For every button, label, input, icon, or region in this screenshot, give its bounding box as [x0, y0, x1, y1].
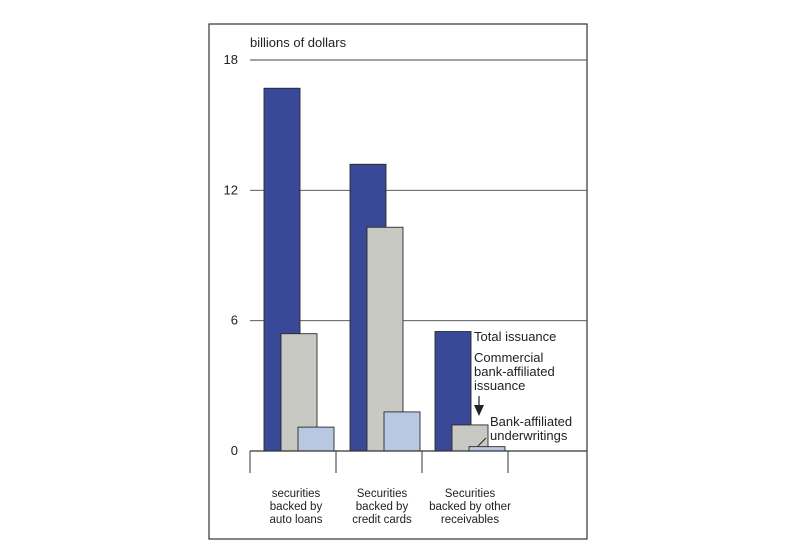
- annotation-underwritings: Bank-affiliated underwritings: [490, 414, 572, 443]
- annotation-line: issuance: [474, 378, 525, 393]
- y-tick-label-0: 0: [231, 443, 238, 458]
- annotation-line: underwritings: [490, 428, 568, 443]
- y-tick-label-12: 12: [224, 182, 238, 197]
- category-label-line: Securities: [357, 488, 408, 500]
- category-label-line: receivables: [441, 514, 499, 526]
- chart-frame: [208, 23, 588, 540]
- y-tick-labels: 0 6 12 18: [224, 52, 238, 458]
- y-tick-label-18: 18: [224, 52, 238, 67]
- x-ticks: [249, 451, 509, 473]
- arrow-down-icon: [474, 405, 484, 416]
- category-label-2: Securities backed by credit cards: [352, 488, 412, 526]
- category-label-line: backed by: [356, 501, 409, 513]
- category-label-line: credit cards: [352, 514, 412, 526]
- annotation-connector: [477, 437, 487, 447]
- y-tick-label-6: 6: [231, 313, 238, 328]
- annotation-total-issuance: Total issuance: [474, 329, 556, 344]
- y-axis-label: billions of dollars: [250, 35, 347, 50]
- bars: [263, 87, 506, 452]
- gridlines: [250, 59, 587, 322]
- annotation-commercial-issuance: Commercial bank-affiliated issuance: [474, 350, 555, 393]
- annotation-line: bank-affiliated: [474, 364, 555, 379]
- annotations: Total issuance Commercial bank-affiliated i…: [474, 329, 572, 447]
- category-label-line: securities: [272, 488, 321, 500]
- category-label-line: auto loans: [269, 514, 322, 526]
- bar-series3-category3: [468, 446, 506, 452]
- category-label-line: backed by: [270, 501, 323, 513]
- annotation-line: Bank-affiliated: [490, 414, 572, 429]
- annotation-line: Commercial: [474, 350, 543, 365]
- category-label-3: Securities backed by other receivables: [429, 488, 511, 526]
- category-label-line: Securities: [445, 488, 496, 500]
- category-label-line: backed by other: [429, 501, 511, 513]
- bar-series3-category1: [297, 426, 335, 452]
- category-label-1: securities backed by auto loans: [269, 488, 322, 526]
- bar-series3-category2: [383, 411, 421, 452]
